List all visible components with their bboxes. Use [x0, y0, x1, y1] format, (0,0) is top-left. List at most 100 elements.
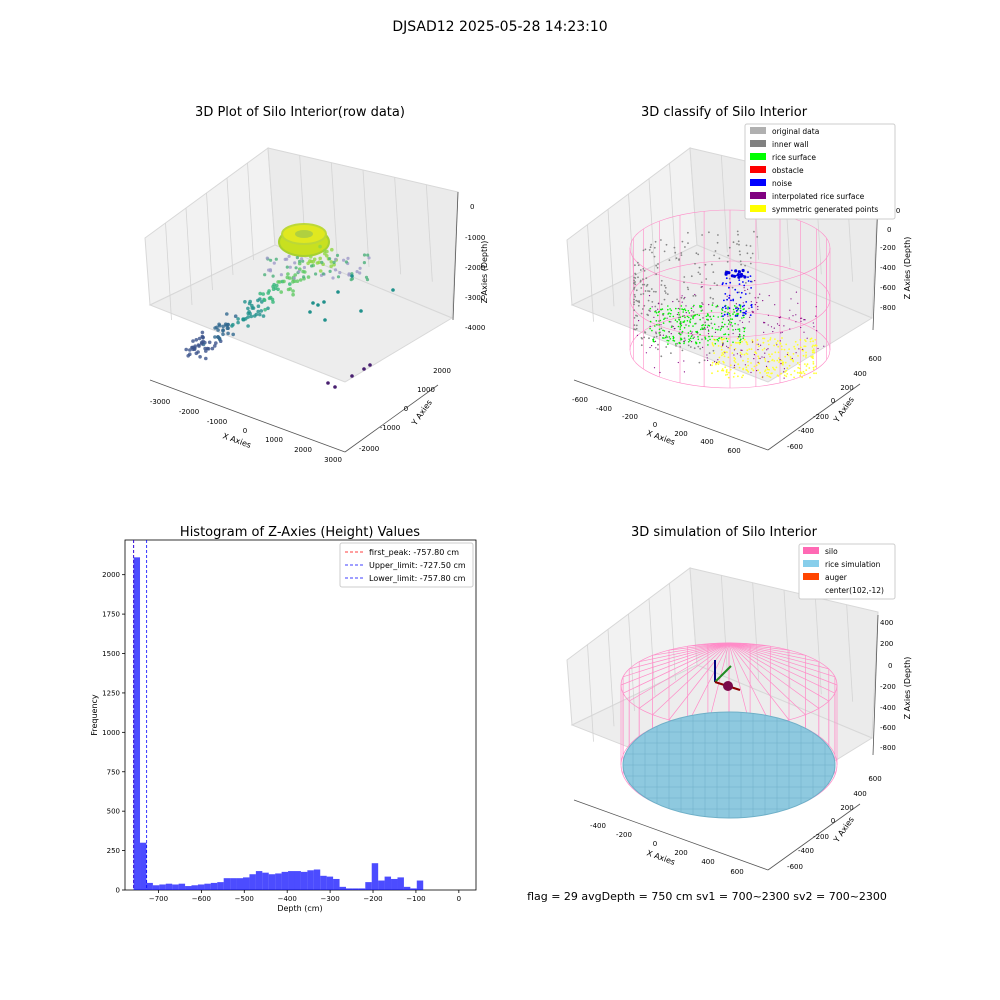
interpolated-point	[658, 302, 660, 304]
inner-wall-point	[678, 258, 680, 260]
interpolated-point	[683, 360, 685, 362]
data-point	[236, 317, 240, 321]
inner-wall-point	[731, 286, 734, 289]
interpolated-point	[753, 358, 755, 360]
data-point	[197, 336, 202, 341]
symmetric-point	[745, 341, 748, 343]
histogram-bar	[300, 871, 308, 890]
inner-wall-point	[650, 243, 653, 246]
data-point	[272, 261, 276, 265]
inner-wall-point	[675, 257, 678, 260]
x-tick-label: 0	[457, 895, 461, 903]
interpolated-point	[706, 354, 708, 356]
symmetric-point	[723, 361, 725, 364]
interpolated-point	[668, 331, 670, 333]
inner-wall-point	[656, 266, 659, 269]
panel-2-z-tick: -600	[880, 284, 896, 292]
symmetric-point	[775, 342, 778, 344]
rice-surface-point	[687, 341, 690, 343]
interpolated-point	[683, 315, 685, 317]
data-point	[330, 247, 334, 252]
panel-4-x-tick: 600	[730, 868, 743, 876]
rice-surface-point	[699, 318, 701, 321]
interpolated-point	[776, 323, 779, 325]
inner-wall-point	[687, 231, 689, 234]
interpolated-point	[672, 325, 674, 328]
panel-4-legend-box	[798, 543, 896, 600]
noise-point	[734, 315, 737, 317]
data-point	[260, 300, 264, 304]
panel-4-title: 3D simulation of Silo Interior	[631, 525, 818, 540]
interpolated-point	[638, 320, 640, 322]
inner-wall-point	[655, 335, 658, 338]
rice-surface-point	[687, 332, 690, 334]
inner-wall-point	[713, 254, 715, 257]
interpolated-point	[706, 326, 709, 328]
data-point	[246, 306, 250, 311]
inner-wall-point	[737, 233, 739, 236]
interpolated-point	[778, 324, 780, 326]
rice-surface-point	[683, 320, 686, 322]
rice-surface-point	[679, 326, 682, 328]
panel-2-title: 3D classify of Silo Interior	[641, 105, 808, 120]
y-tick-label: 1500	[102, 650, 120, 658]
histogram-bar	[294, 871, 301, 890]
inner-wall-point	[651, 251, 653, 254]
data-point	[233, 314, 238, 319]
interpolated-point	[780, 316, 782, 318]
interpolated-point	[748, 321, 750, 323]
rice-surface-point	[654, 325, 656, 327]
symmetric-point	[786, 373, 789, 375]
symmetric-point	[805, 365, 808, 367]
symmetric-point	[788, 348, 790, 351]
legend-swatch	[750, 166, 766, 173]
panel-1-y-tick: 1000	[417, 386, 435, 394]
symmetric-point	[712, 338, 715, 341]
symmetric-point	[748, 348, 751, 350]
y-tick-label: 2000	[102, 571, 120, 579]
rice-surface-point	[658, 310, 660, 313]
data-point	[214, 341, 218, 345]
interpolated-point	[792, 315, 794, 317]
interpolated-point	[726, 326, 728, 328]
data-point	[334, 257, 338, 261]
rice-surface-point	[725, 337, 728, 340]
rice-surface-point	[739, 335, 741, 338]
noise-point	[750, 287, 752, 289]
data-point	[350, 374, 354, 378]
data-point	[199, 340, 204, 345]
rice-surface-point	[681, 330, 684, 333]
data-point	[323, 251, 327, 256]
inner-wall-point	[650, 288, 653, 290]
interpolated-point	[762, 376, 764, 378]
silo-roof-rib	[629, 642, 730, 702]
x-tick-label: −100	[406, 895, 425, 903]
interpolated-point	[702, 303, 704, 305]
data-point	[261, 292, 266, 296]
noise-point	[743, 304, 745, 307]
noise-point	[742, 281, 744, 283]
inner-wall-point	[639, 279, 642, 282]
rice-surface-point	[739, 339, 741, 342]
histogram-bar	[358, 888, 366, 890]
rice-surface-point	[727, 308, 729, 310]
inner-wall-point	[666, 293, 669, 295]
rice-surface-point	[733, 311, 735, 313]
inner-wall-point	[699, 347, 702, 350]
silo-roof-rib	[687, 642, 730, 724]
interpolated-point	[783, 368, 786, 370]
symmetric-point	[711, 361, 714, 364]
legend-label: symmetric generated points	[772, 205, 878, 214]
grid-line	[720, 575, 728, 673]
interpolated-point	[779, 317, 781, 319]
inner-wall-point	[685, 324, 687, 326]
silo-roof-rib	[707, 642, 730, 645]
interpolated-point	[757, 308, 759, 310]
symmetric-point	[812, 348, 815, 351]
status-line: flag = 29 avgDepth = 750 cm sv1 = 700~23…	[527, 890, 887, 903]
interpolated-point	[727, 315, 729, 317]
symmetric-point	[771, 358, 774, 361]
inner-wall-point	[710, 322, 713, 325]
interpolated-point	[692, 306, 694, 308]
y-tick-label: 0	[116, 887, 120, 895]
